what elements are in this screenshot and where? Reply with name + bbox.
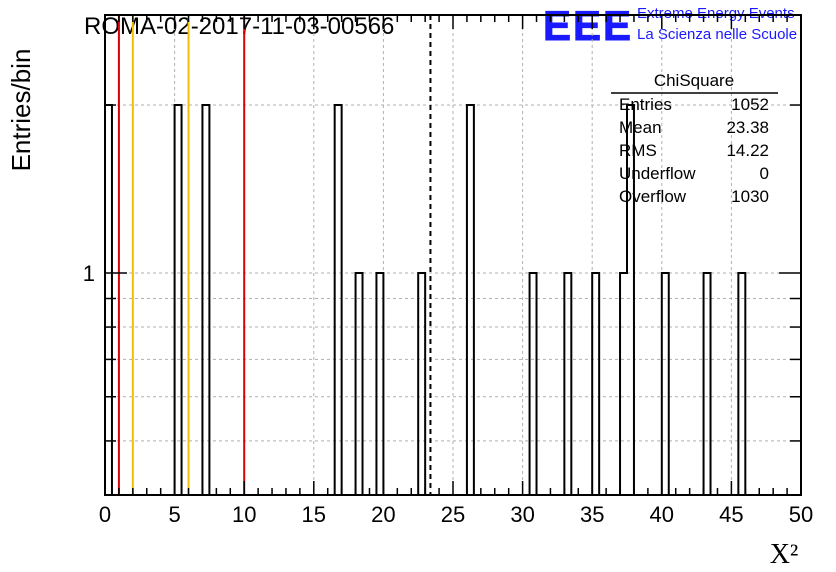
x-tick-label: 50 bbox=[789, 502, 813, 527]
eee-logo-mark: EEE bbox=[543, 2, 633, 49]
x-tick-label: 45 bbox=[719, 502, 743, 527]
stats-value: 1030 bbox=[731, 187, 769, 206]
x-tick-label: 30 bbox=[510, 502, 534, 527]
stats-label: Entries bbox=[619, 95, 672, 114]
stats-box: ChiSquare Entries 1052 Mean 23.38 RMS 14.22 Un… bbox=[611, 71, 778, 206]
stats-label: Overflow bbox=[619, 187, 687, 206]
eee-logo-line2: La Scienza nelle Scuole bbox=[637, 26, 797, 43]
x-tick-label: 40 bbox=[650, 502, 674, 527]
histogram-bin bbox=[563, 271, 573, 495]
histogram-bin bbox=[173, 104, 183, 495]
stats-label: Underflow bbox=[619, 164, 696, 183]
x-tick-label: 5 bbox=[168, 502, 180, 527]
stats-value: 23.38 bbox=[726, 118, 769, 137]
histogram-bin bbox=[417, 271, 427, 495]
histogram-bin bbox=[354, 271, 364, 495]
eee-logo-line1: Extreme Energy Events bbox=[637, 5, 795, 22]
histogram-bin bbox=[201, 104, 211, 495]
reference-lines bbox=[117, 15, 432, 495]
y-tick-label: 1 bbox=[83, 261, 95, 286]
histogram-bin bbox=[375, 271, 385, 495]
histogram-bin bbox=[333, 104, 343, 495]
run-title: ROMA-02-2017-11-03-00566 bbox=[84, 13, 394, 40]
stats-value: 1052 bbox=[731, 95, 769, 114]
eee-logo: EEE Extreme Energy Events La Scienza nel… bbox=[543, 2, 798, 50]
stats-value: 14.22 bbox=[726, 141, 769, 160]
x-tick-label: 35 bbox=[580, 502, 604, 527]
stats-value: 0 bbox=[760, 164, 769, 183]
histogram-bin bbox=[528, 271, 538, 495]
histogram-bin bbox=[737, 271, 747, 495]
histogram-bin bbox=[104, 104, 113, 495]
x-tick-label: 0 bbox=[99, 502, 111, 527]
stats-title: ChiSquare bbox=[654, 71, 734, 90]
stats-label: Mean bbox=[619, 118, 662, 137]
histogram-bin bbox=[591, 271, 601, 495]
axes: 0 5 10 15 20 25 30 35 40 45 50 1 bbox=[83, 14, 813, 527]
x-tick-label: 10 bbox=[232, 502, 256, 527]
x-tick-label: 25 bbox=[441, 502, 465, 527]
stats-label: RMS bbox=[619, 141, 657, 160]
x-tick-label: 15 bbox=[302, 502, 326, 527]
x-axis-label: X² bbox=[770, 539, 799, 570]
y-axis-label: Entries/bin bbox=[6, 49, 36, 172]
x-tick-label: 20 bbox=[371, 502, 395, 527]
histogram-bin bbox=[660, 271, 670, 495]
histogram-bin bbox=[702, 271, 712, 495]
histogram-bin bbox=[619, 104, 635, 495]
histogram-bin bbox=[465, 104, 475, 495]
